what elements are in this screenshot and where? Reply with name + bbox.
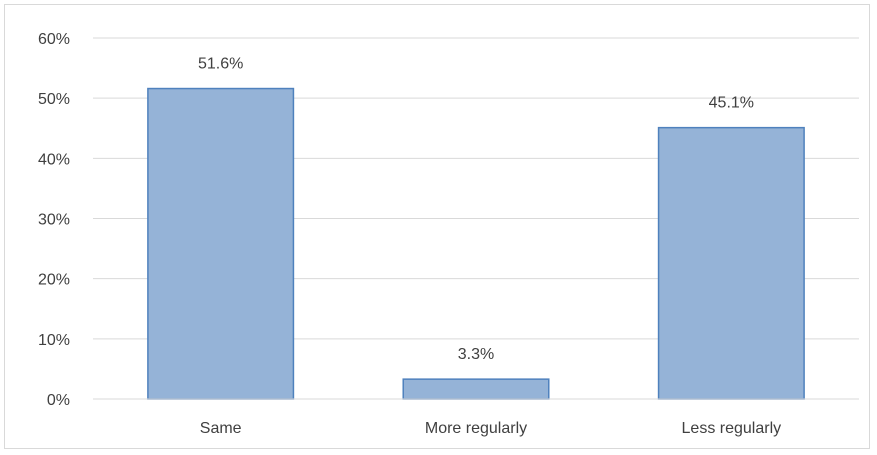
x-category-label: Less regularly — [682, 420, 782, 437]
data-label: 3.3% — [458, 346, 494, 363]
bar — [147, 87, 295, 400]
y-tick-label: 0% — [47, 392, 70, 409]
y-tick-label: 50% — [38, 91, 70, 108]
y-tick-label: 30% — [38, 212, 70, 229]
bars — [147, 87, 805, 400]
y-tick-label: 60% — [38, 31, 70, 48]
bar — [657, 126, 805, 400]
x-category-label: Same — [200, 420, 242, 437]
data-label: 51.6% — [198, 56, 243, 73]
y-tick-label: 10% — [38, 332, 70, 349]
y-axis-ticks: 0% 10% 20% 30% 40% 50% 60% — [38, 31, 70, 409]
bar — [402, 378, 550, 400]
data-labels: 51.6% 3.3% 45.1% — [198, 56, 754, 364]
x-category-label: More regularly — [425, 420, 527, 437]
x-axis-categories: Same More regularly Less regularly — [200, 420, 781, 437]
data-label: 45.1% — [709, 95, 754, 112]
y-tick-label: 40% — [38, 151, 70, 168]
y-tick-label: 20% — [38, 272, 70, 289]
